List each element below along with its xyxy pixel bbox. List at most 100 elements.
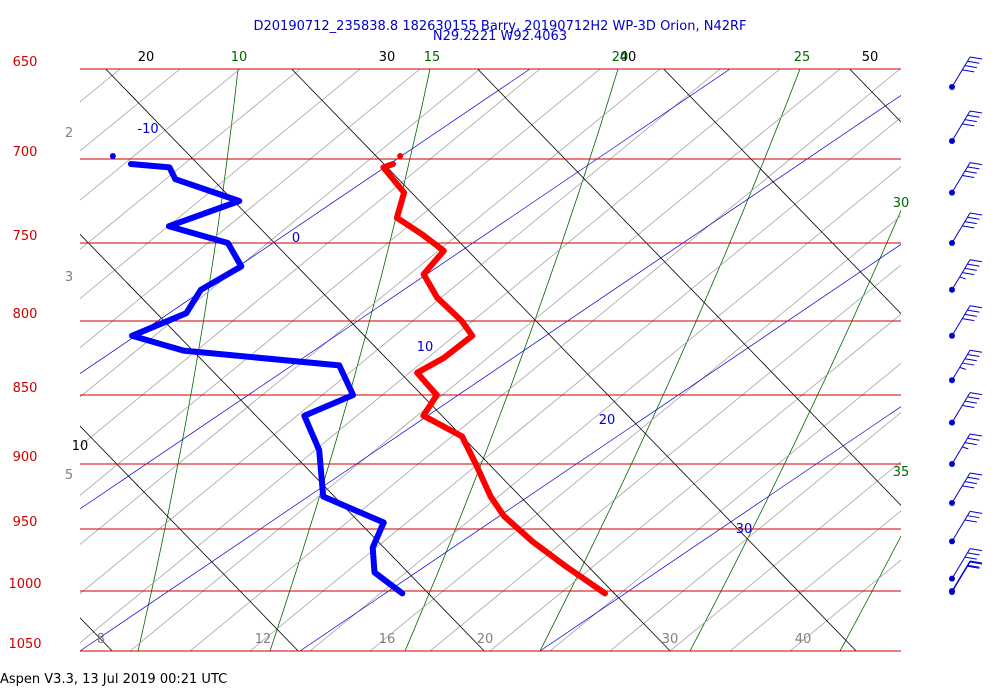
dry-adiabat-line <box>80 69 601 496</box>
isotherm-label-50: 50 <box>862 50 879 65</box>
dry-adiabat-label: 30 <box>662 632 679 647</box>
mixing-ratio-line <box>539 406 901 652</box>
wind-barb-feather <box>964 267 977 271</box>
wind-barb-feather <box>969 561 983 565</box>
wind-barb <box>949 212 983 246</box>
wind-barb-feather <box>964 400 977 404</box>
mixing-ratio-lines <box>80 69 901 652</box>
wind-barb-feather <box>967 437 980 441</box>
dry-adiabat-line <box>80 69 361 299</box>
wind-barb-feather <box>969 56 983 60</box>
dry-adiabat-line <box>609 412 901 652</box>
dry-adiabat-label: 40 <box>795 632 812 647</box>
sounding-profiles <box>109 153 608 597</box>
dry-adiabat-line <box>669 461 901 652</box>
dry-adiabat-line <box>80 69 481 398</box>
moist-adiabat-line <box>839 535 901 652</box>
wind-barb <box>949 560 983 594</box>
mixing-ratio-line <box>80 94 901 652</box>
moist-adiabat-line <box>539 69 801 652</box>
dry-adiabat-label: 2 <box>65 126 73 141</box>
dry-adiabat-line <box>80 69 721 595</box>
moist-adiabat-label: 30 <box>893 196 910 211</box>
wind-barb-feather <box>967 216 980 220</box>
wind-barb-staff <box>951 433 971 465</box>
wind-barb-staff <box>951 56 971 88</box>
mixing-ratio-label: 0 <box>292 231 300 246</box>
pressure-label-1000: 1000 <box>8 577 41 592</box>
pressure-label-950: 950 <box>13 515 38 530</box>
wind-barb-feather <box>967 114 980 118</box>
isotherm-line <box>105 69 671 652</box>
wind-barb-staff <box>951 259 971 291</box>
moist-adiabat-label: 20 <box>612 50 629 65</box>
dry-adiabat-label: 5 <box>65 468 73 483</box>
moist-adiabat-label: 25 <box>794 50 811 65</box>
wind-barb-feather <box>969 349 983 353</box>
wind-barb-feather <box>962 123 975 127</box>
wind-barb-feather <box>964 119 977 123</box>
moist-adiabat-label: 15 <box>424 50 441 65</box>
wind-barb <box>949 305 983 339</box>
temperature-profile-line <box>380 161 608 597</box>
wind-barb-feather <box>962 485 975 489</box>
pressure-label-750: 750 <box>13 229 38 244</box>
dry-adiabat-line <box>729 510 901 652</box>
wind-barb-feather <box>967 565 980 569</box>
wind-barb-feather <box>969 548 983 552</box>
wind-barb <box>949 472 983 506</box>
mixing-ratio-line <box>299 243 901 652</box>
wind-barb-feather <box>969 212 983 216</box>
wind-barb-staff <box>951 548 971 579</box>
wind-barb-feather <box>964 358 977 362</box>
wind-barb-feather <box>964 313 977 317</box>
dry-adiabat-line <box>369 215 901 652</box>
wind-barb-feather <box>964 442 977 446</box>
isotherm-label-20: 20 <box>138 50 155 65</box>
wind-barb-feather <box>969 110 983 114</box>
moist-adiabat-label: 35 <box>893 465 910 480</box>
wind-barb-feather <box>962 272 975 276</box>
pressure-label-700: 700 <box>13 145 38 160</box>
wind-barb-feather <box>967 60 980 64</box>
isobars <box>80 68 901 652</box>
isotherm-label-40: 40 <box>620 50 637 65</box>
wind-barb-feather <box>967 396 980 400</box>
dry-adiabat-line <box>80 69 301 250</box>
wind-barb-feather <box>969 162 983 166</box>
mixing-ratio-label: 20 <box>599 413 616 428</box>
wind-barb-staff <box>951 511 971 542</box>
wind-barb-feather <box>967 564 980 568</box>
dry-adiabat-line <box>80 69 541 447</box>
wind-barb-staff <box>951 560 971 592</box>
pressure-label-650: 650 <box>13 55 38 70</box>
wind-barb-feather <box>969 392 983 396</box>
wind-barb-feather <box>962 174 975 178</box>
wind-barb-feather <box>967 515 980 519</box>
mixing-ratio-label: 10 <box>417 340 434 355</box>
wind-barb <box>949 433 983 467</box>
isotherm-label-30: 30 <box>379 50 396 65</box>
isotherm-line <box>80 233 485 652</box>
wind-barb-feather <box>969 510 983 514</box>
mixing-ratio-label: -10 <box>137 122 158 137</box>
dry-adiabat-line <box>80 69 421 349</box>
dry-adiabat-line <box>189 69 901 652</box>
dewpoint-profile-start-point <box>109 153 116 160</box>
wind-barb-feather <box>969 472 983 476</box>
moist-adiabat-line <box>269 69 431 652</box>
pressure-label-850: 850 <box>13 381 38 396</box>
moist-adiabat-line <box>404 69 619 652</box>
wind-barb <box>949 548 983 582</box>
wind-barb-feather <box>967 552 980 556</box>
isotherm-label-left-10: 10 <box>72 439 89 454</box>
dry-adiabat-line <box>249 116 901 652</box>
wind-barbs <box>949 56 983 595</box>
isotherm-line <box>80 425 299 652</box>
wind-barb-feather <box>962 69 975 73</box>
chart-title-line1: D20190712_235838.8 182630155 Barry, 2019… <box>253 19 747 34</box>
dry-adiabat-line <box>309 166 901 652</box>
dry-adiabat-line <box>80 69 241 201</box>
